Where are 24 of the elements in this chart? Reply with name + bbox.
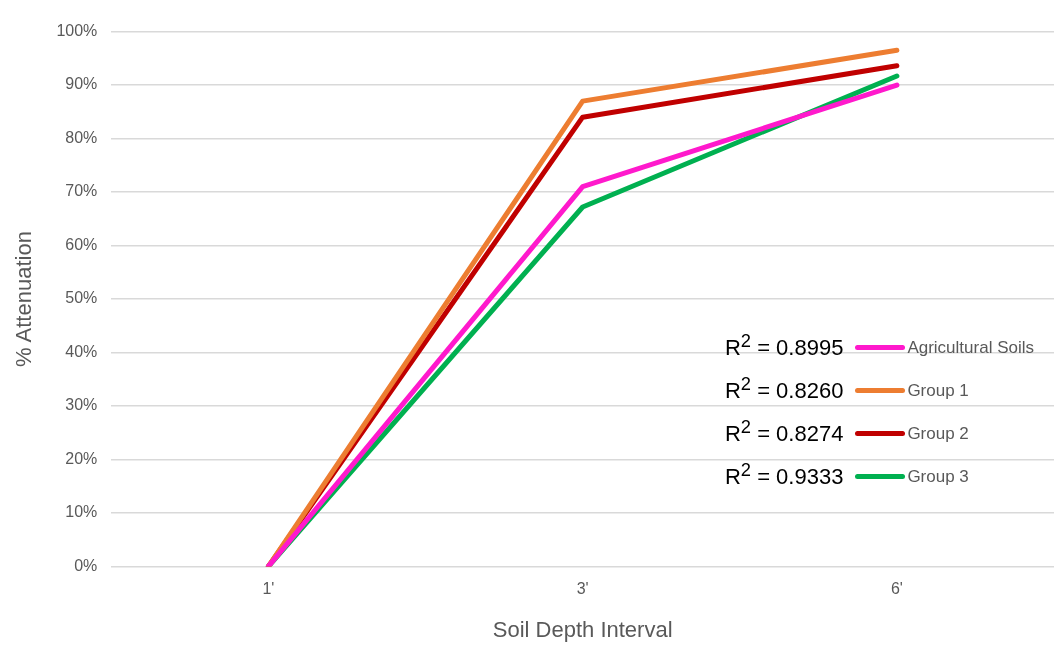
legend-label: Agricultural Soils	[907, 337, 1034, 358]
y-tick-label: 20%	[65, 449, 98, 467]
x-tick-label: 3'	[576, 580, 589, 598]
y-tick-label: 80%	[65, 128, 98, 146]
x-tick-label: 1'	[262, 580, 275, 598]
y-axis-title: % Attenuation	[11, 231, 37, 367]
y-tick-label: 60%	[65, 235, 98, 253]
y-tick-label: 90%	[65, 75, 98, 93]
legend-label: Group 2	[907, 423, 969, 444]
annotation: R$^{2}$ = 0.8260	[724, 372, 844, 406]
annotation: R$^{2}$ = 0.8274	[724, 415, 844, 449]
annotation: R$^{2}$ = 0.8995	[724, 329, 844, 363]
legend-label: Group 1	[907, 380, 969, 401]
y-tick-label: 10%	[65, 503, 98, 521]
x-tick-label: 6'	[890, 580, 903, 598]
y-tick-label: 70%	[65, 182, 98, 200]
y-tick-label: 40%	[65, 342, 98, 360]
y-tick-label: 30%	[65, 396, 98, 414]
annotation: R$^{2}$ = 0.9333	[724, 458, 844, 492]
y-tick-label: 100%	[56, 22, 98, 40]
y-tick-label: 50%	[65, 289, 98, 307]
legend-label: Group 3	[907, 466, 969, 487]
y-tick-label: 0%	[74, 556, 98, 574]
x-axis-title: Soil Depth Interval	[492, 616, 673, 642]
